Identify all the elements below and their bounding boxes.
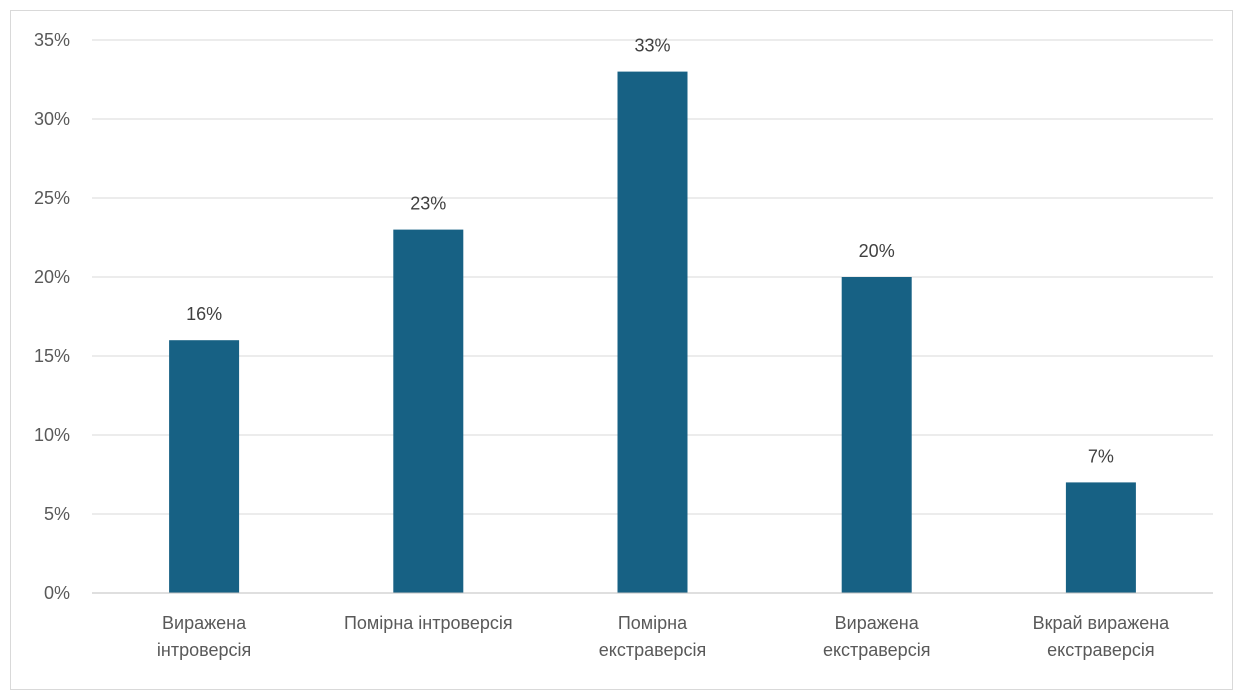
x-category-label: Вкрай виражена [1033, 613, 1171, 633]
x-category-label: екстраверсія [1047, 640, 1154, 660]
data-label: 23% [410, 194, 446, 214]
y-tick-label: 0% [44, 583, 70, 603]
bar-chart: 0% 5% 10% 15% 20% 25% 30% 35% 16% 23% 33% 20% 7% Ви… [34, 30, 1213, 660]
y-tick-label: 5% [44, 504, 70, 524]
x-axis-category-labels: Виражена інтроверсія Помірна інтроверсія По… [157, 613, 1170, 660]
x-category-label: екстраверсія [823, 640, 930, 660]
y-tick-label: 10% [34, 425, 70, 445]
data-label: 33% [634, 36, 670, 56]
bars [169, 71, 1136, 594]
x-category-label: екстраверсія [599, 640, 706, 660]
y-tick-label: 15% [34, 346, 70, 366]
data-label: 16% [186, 304, 222, 324]
x-category-label: Помірна [618, 613, 688, 633]
x-category-label: Виражена [835, 613, 920, 633]
x-category-label: інтроверсія [157, 640, 251, 660]
bar [393, 229, 464, 593]
x-category-label: Помірна інтроверсія [344, 613, 513, 633]
y-tick-label: 35% [34, 30, 70, 50]
bar [841, 277, 912, 593]
x-category-label: Виражена [162, 613, 247, 633]
data-label: 20% [859, 241, 895, 261]
bar [1065, 482, 1136, 593]
y-tick-label: 30% [34, 109, 70, 129]
bar [169, 340, 240, 593]
y-tick-label: 25% [34, 188, 70, 208]
y-tick-label: 20% [34, 267, 70, 287]
y-axis-tick-labels: 0% 5% 10% 15% 20% 25% 30% 35% [34, 30, 70, 603]
data-labels: 16% 23% 33% 20% 7% [186, 36, 1114, 467]
bar [617, 71, 688, 594]
data-label: 7% [1088, 446, 1114, 466]
